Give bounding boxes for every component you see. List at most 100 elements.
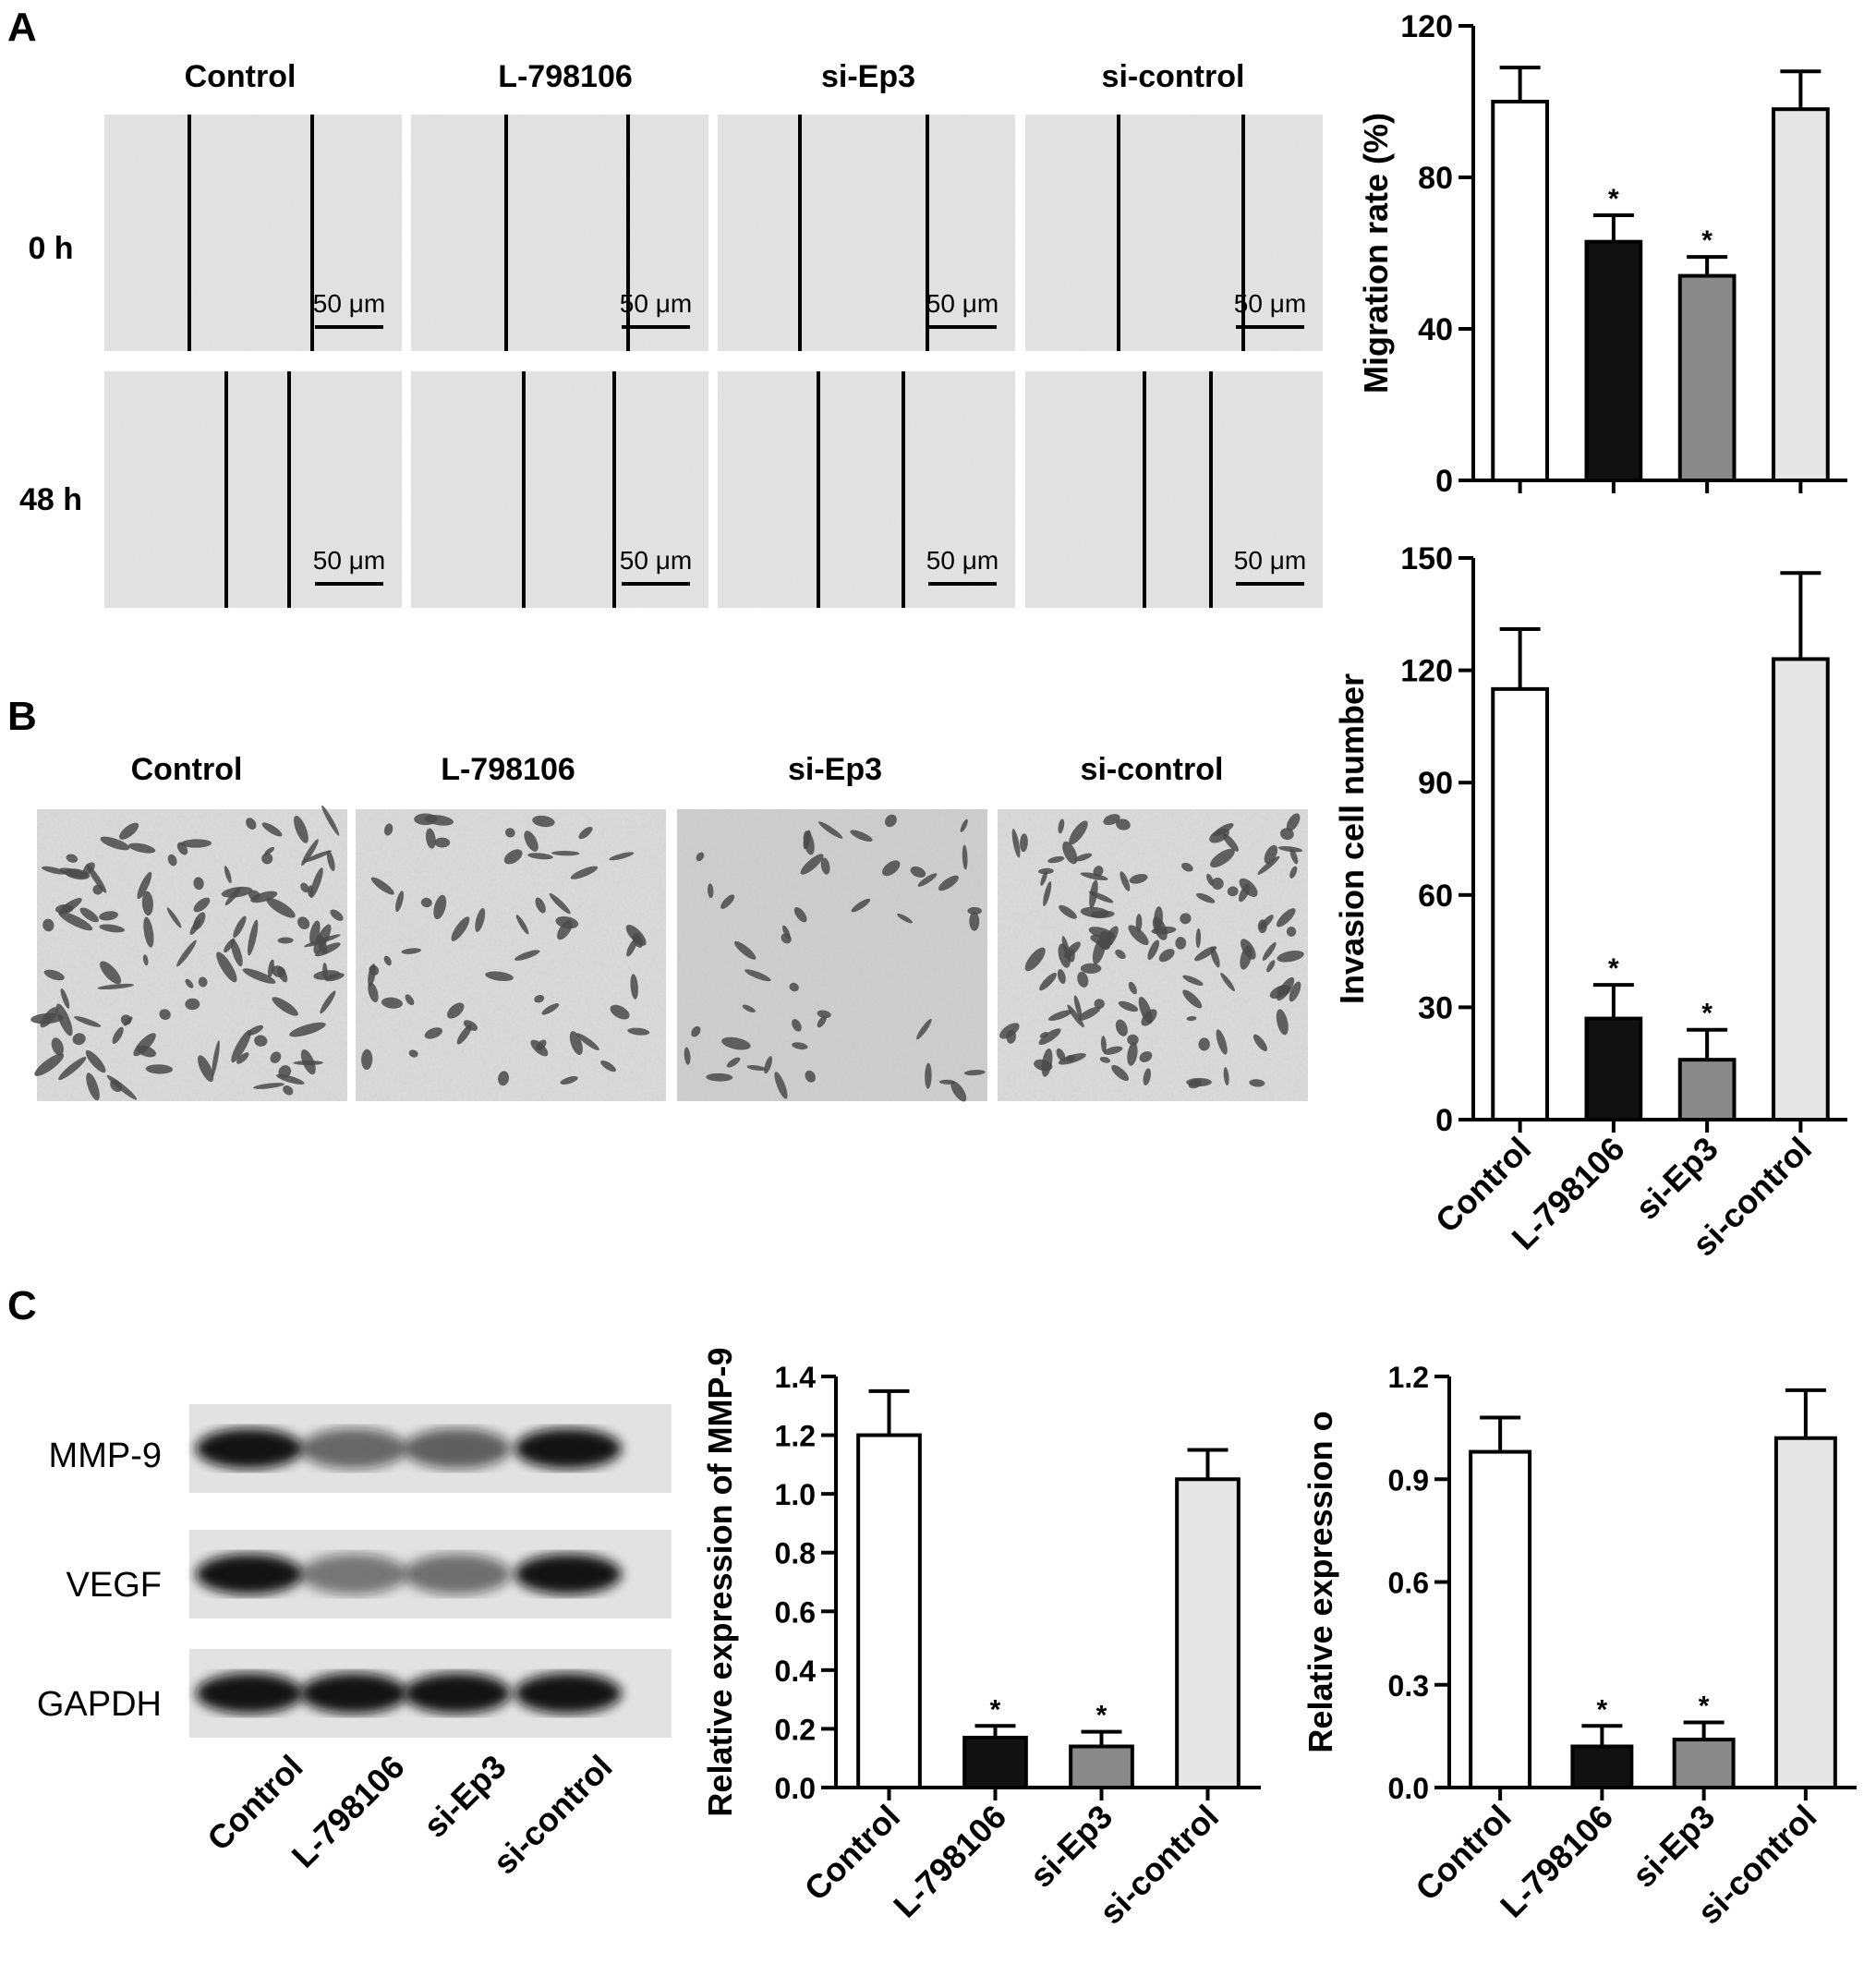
scale-bar-label: 50 μm (926, 546, 999, 575)
panel-a-header-l798106: L-798106 (498, 59, 633, 94)
bar-si-control (1175, 1477, 1241, 1789)
y-tick-label: 120 (1400, 9, 1453, 44)
x-tick-label: L-798106 (1493, 1798, 1620, 1925)
x-tick-label: si-Ep3 (1625, 1798, 1722, 1895)
y-tick-label: 0.6 (775, 1595, 816, 1629)
y-tick-label: 90 (1418, 766, 1453, 801)
wound-image-control-48h: 50 μm (104, 371, 402, 608)
stained-cells (30, 805, 345, 1101)
bar-si-ep3 (1677, 273, 1737, 482)
panel-label-a: A (7, 5, 37, 50)
panel-c-western-blot: MMP-9 VEGF GAPDH Control L-798106 si-Ep3… (37, 1404, 672, 1882)
wound-image-l798106-48h: 50 μm (411, 371, 708, 608)
blot-strip-1 (189, 1404, 672, 1493)
panel-b-header-si-ep3: si-Ep3 (788, 752, 882, 787)
stained-cells (361, 813, 650, 1086)
bar-control (1491, 686, 1549, 1121)
blot-label-gapdh: GAPDH (37, 1685, 162, 1724)
bar-si-ep3 (1672, 1738, 1736, 1790)
panel-b-images: Control L-798106 si-Ep3 si-control (30, 752, 1308, 1102)
panel-a-header-si-ep3: si-Ep3 (821, 59, 915, 94)
scale-bar-label: 50 μm (1234, 546, 1306, 575)
chart-migration-rate: 0 40 80 120 Migration rate (%) * * (1357, 9, 1847, 499)
panel-label-c: C (7, 1283, 37, 1328)
y-tick-label: 0.8 (775, 1537, 816, 1570)
bar-control (856, 1433, 922, 1789)
blot-lane-l798106: L-798106 (284, 1748, 412, 1875)
blot-strip-3 (189, 1649, 672, 1738)
panel-a-header-si-control: si-control (1102, 59, 1245, 94)
blot-band (404, 1554, 511, 1594)
x-tick-label: L-798106 (886, 1798, 1013, 1925)
blot-label-vegf: VEGF (67, 1566, 162, 1605)
scale-bar-label: 50 μm (926, 289, 999, 318)
blot-band (300, 1554, 407, 1594)
y-tick-label: 1.0 (775, 1478, 816, 1511)
y-axis-label: Invasion cell number (1333, 673, 1371, 1004)
y-tick-label: 0.2 (775, 1713, 816, 1746)
bar-si-control (1772, 657, 1830, 1121)
panel-label-b: B (7, 694, 37, 739)
bar-si-control (1772, 107, 1830, 482)
wound-image-si-control-0h: 50 μm (1025, 115, 1323, 351)
transwell-image-si-control (998, 809, 1308, 1101)
blot-band (514, 1673, 622, 1714)
y-tick-label: 0.3 (1388, 1669, 1429, 1703)
y-tick-label: 40 (1418, 312, 1453, 347)
chart-mmp9-expression: 0.0 0.2 0.4 0.6 0.8 1.0 1.2 1.4 Relative express… (701, 1347, 1261, 1932)
y-tick-label: 1.2 (775, 1420, 816, 1453)
panel-a-images: Control L-798106 si-Ep3 si-control 0 h 4… (19, 59, 1323, 608)
wound-image-si-control-48h: 50 μm (1025, 371, 1323, 608)
significance-star: * (1597, 1694, 1608, 1725)
panel-a-row-0h: 0 h (28, 231, 73, 266)
stained-cells (999, 813, 1304, 1089)
y-tick-label: 30 (1418, 990, 1453, 1025)
y-tick-label: 0.4 (775, 1655, 817, 1688)
significance-star: * (1608, 953, 1619, 984)
y-tick-label: 0.9 (1388, 1463, 1429, 1497)
blot-band (514, 1428, 622, 1469)
y-tick-label: 1.2 (1388, 1361, 1429, 1394)
bar-control (1469, 1449, 1532, 1790)
scale-bar-label: 50 μm (313, 289, 385, 318)
y-tick-label: 1.4 (775, 1361, 817, 1394)
bar-si-ep3 (1677, 1058, 1737, 1121)
blot-band (404, 1428, 511, 1469)
transwell-image-si-ep3 (677, 809, 987, 1102)
panel-a-row-48h: 48 h (19, 482, 82, 517)
bar-si-control (1773, 1436, 1837, 1789)
blot-band (514, 1554, 622, 1594)
panel-a-header-control: Control (185, 59, 297, 94)
blot-lane-si-ep3: si-Ep3 (416, 1748, 513, 1845)
blot-band (300, 1673, 407, 1714)
y-axis-label: Migration rate (%) (1357, 113, 1395, 394)
bar-control (1491, 100, 1549, 482)
y-tick-label: 60 (1418, 879, 1453, 914)
bar-l-798106 (1584, 1016, 1643, 1122)
wound-image-si-ep3-48h: 50 μm (718, 371, 1015, 608)
scale-bar-label: 50 μm (313, 546, 385, 575)
y-tick-label: 80 (1418, 161, 1453, 196)
scale-bar-label: 50 μm (1234, 289, 1306, 318)
significance-star: * (1699, 1691, 1710, 1722)
bar-si-ep3 (1069, 1744, 1134, 1789)
y-tick-label: 0.0 (1388, 1772, 1429, 1805)
scale-bar-label: 50 μm (620, 546, 692, 575)
blot-band (300, 1428, 407, 1469)
significance-star: * (1701, 225, 1713, 256)
stained-cells (684, 814, 986, 1102)
blot-band (196, 1428, 303, 1469)
y-axis-label: Relative expression of MMP-9 (701, 1347, 739, 1816)
blot-band (196, 1673, 303, 1714)
wound-image-l798106-0h: 50 μm (411, 115, 708, 351)
blot-band (404, 1673, 511, 1714)
bar-l-798106 (1570, 1744, 1634, 1789)
x-tick-label: Control (797, 1798, 907, 1908)
y-tick-label: 0 (1435, 464, 1453, 499)
x-tick-label: si-Ep3 (1023, 1798, 1120, 1895)
y-tick-label: 0.0 (775, 1772, 816, 1805)
significance-star: * (1608, 184, 1619, 214)
